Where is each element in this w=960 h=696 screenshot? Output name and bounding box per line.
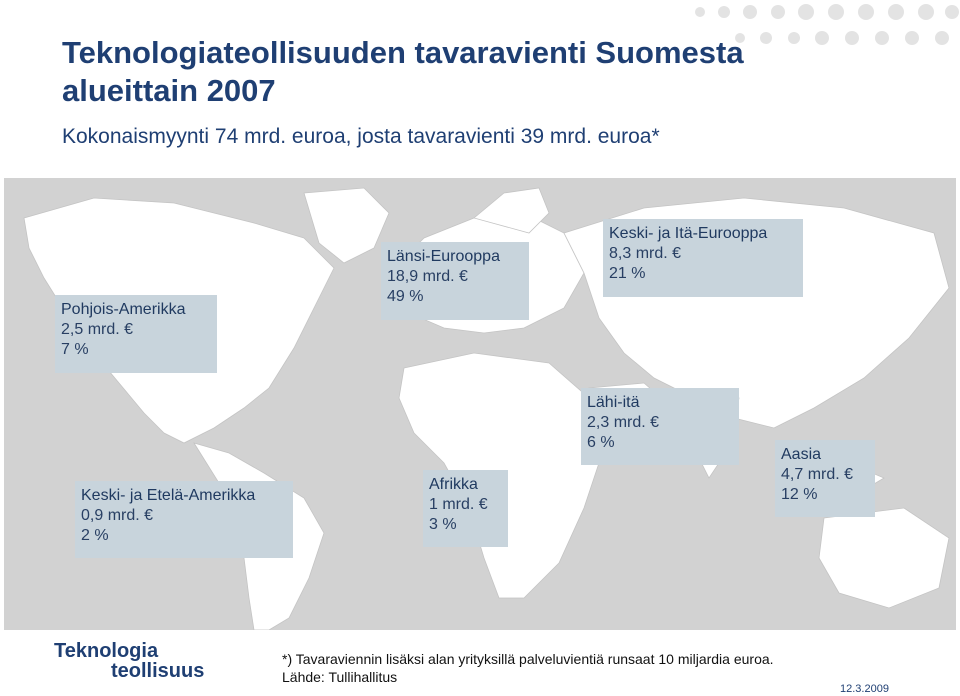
- region-label-middle-east: Lähi-itä 2,3 mrd. € 6 %: [581, 388, 739, 465]
- region-label-north-america: Pohjois-Amerikka 2,5 mrd. € 7 %: [55, 295, 217, 373]
- region-share: 7 %: [61, 341, 89, 358]
- region-share: 2 %: [81, 527, 109, 544]
- region-label-western-europe: Länsi-Eurooppa 18,9 mrd. € 49 %: [381, 242, 529, 320]
- region-share: 49 %: [387, 288, 424, 305]
- region-label-asia: Aasia 4,7 mrd. € 12 %: [775, 440, 875, 517]
- region-share: 3 %: [429, 516, 457, 533]
- region-value: 0,9 mrd. €: [81, 507, 154, 524]
- region-value: 1 mrd. €: [429, 496, 488, 513]
- source-text: Lähde: Tullihallitus: [282, 669, 398, 685]
- region-value: 4,7 mrd. €: [781, 466, 854, 483]
- region-name: Pohjois-Amerikka: [61, 301, 186, 318]
- region-share: 6 %: [587, 434, 615, 451]
- region-value: 18,9 mrd. €: [387, 268, 468, 285]
- footnote: *) Tavaraviennin lisäksi alan yrityksill…: [282, 650, 774, 686]
- decorative-dot-pattern: [695, 4, 959, 45]
- logo-line-1: Teknologia: [54, 640, 159, 662]
- region-name: Keski- ja Etelä-Amerikka: [81, 487, 256, 504]
- region-value: 8,3 mrd. €: [609, 245, 682, 262]
- region-name: Länsi-Eurooppa: [387, 248, 500, 265]
- region-value: 2,5 mrd. €: [61, 321, 134, 338]
- region-share: 12 %: [781, 486, 818, 503]
- region-label-central-eastern-europe: Keski- ja Itä-Eurooppa 8,3 mrd. € 21 %: [603, 219, 803, 297]
- logo-line-2: teollisuus: [111, 660, 205, 682]
- page-subtitle: Kokonaismyynti 74 mrd. euroa, josta tava…: [62, 125, 660, 148]
- footnote-text: *) Tavaraviennin lisäksi alan yrityksill…: [282, 651, 774, 667]
- region-share: 21 %: [609, 265, 646, 282]
- region-name: Lähi-itä: [587, 394, 640, 411]
- region-name: Afrikka: [429, 476, 478, 493]
- teknologiateollisuus-logo: Teknologia teollisuus: [54, 641, 204, 681]
- region-label-central-south-america: Keski- ja Etelä-Amerikka 0,9 mrd. € 2 %: [75, 481, 293, 558]
- region-value: 2,3 mrd. €: [587, 414, 660, 431]
- region-name: Aasia: [781, 446, 822, 463]
- region-label-africa: Afrikka 1 mrd. € 3 %: [423, 470, 508, 547]
- slide-date: 12.3.2009: [840, 683, 889, 695]
- page-title: Teknologiateollisuuden tavaravienti Suom…: [62, 35, 744, 108]
- region-name: Keski- ja Itä-Eurooppa: [609, 225, 768, 242]
